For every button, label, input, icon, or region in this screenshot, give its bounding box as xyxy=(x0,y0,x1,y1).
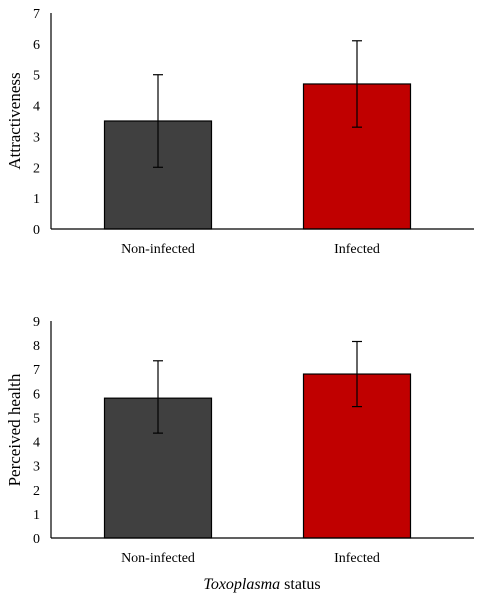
y-tick-label: 4 xyxy=(33,436,40,451)
x-axis-title-italic: Toxoplasma xyxy=(203,576,280,593)
error-bars xyxy=(153,40,362,168)
y-tick-label: 4 xyxy=(33,100,40,115)
y-tick-label: 0 xyxy=(33,532,40,547)
error-bar xyxy=(352,340,362,408)
y-tick-label: 1 xyxy=(33,508,40,523)
x-axis-title-rest: status xyxy=(280,576,320,593)
chart-attractiveness: 0 1 2 3 4 5 6 7 Non-infected Infected Attractive… xyxy=(5,7,474,257)
error-bars xyxy=(153,340,362,434)
y-tick-labels: 0 1 2 3 4 5 6 7 8 9 xyxy=(33,315,40,547)
bars xyxy=(103,373,412,539)
error-bar xyxy=(352,40,362,128)
x-axis-title: Toxoplasma status xyxy=(203,576,320,593)
y-axis-label: Attractiveness xyxy=(5,72,24,169)
bars xyxy=(103,83,412,230)
error-bar xyxy=(153,74,163,168)
y-tick-labels: 0 1 2 3 4 5 6 7 xyxy=(33,7,40,238)
y-tick-label: 7 xyxy=(33,363,40,378)
chart-perceived-health: 0 1 2 3 4 5 6 7 8 9 Non-infected Infected Perceive… xyxy=(5,315,474,593)
y-tick-label: 5 xyxy=(33,69,40,84)
y-tick-label: 6 xyxy=(33,38,40,53)
y-tick-label: 2 xyxy=(33,484,40,499)
category-labels: Non-infected Infected xyxy=(121,242,380,257)
y-tick-label: 2 xyxy=(33,161,40,176)
y-tick-label: 5 xyxy=(33,411,40,426)
y-tick-label: 3 xyxy=(33,130,40,145)
y-tick-label: 0 xyxy=(33,223,40,238)
category-label: Non-infected xyxy=(121,551,195,566)
y-tick-label: 1 xyxy=(33,192,40,207)
y-tick-label: 9 xyxy=(33,315,40,330)
error-bar xyxy=(153,360,163,434)
y-axis-label: Perceived health xyxy=(5,373,24,486)
category-label: Infected xyxy=(334,242,380,257)
category-label: Infected xyxy=(334,551,380,566)
y-tick-label: 7 xyxy=(33,7,40,22)
category-labels: Non-infected Infected xyxy=(121,551,380,566)
y-tick-label: 6 xyxy=(33,387,40,402)
category-label: Non-infected xyxy=(121,242,195,257)
bar-infected xyxy=(302,373,412,539)
y-tick-label: 3 xyxy=(33,460,40,475)
y-tick-label: 8 xyxy=(33,339,40,354)
